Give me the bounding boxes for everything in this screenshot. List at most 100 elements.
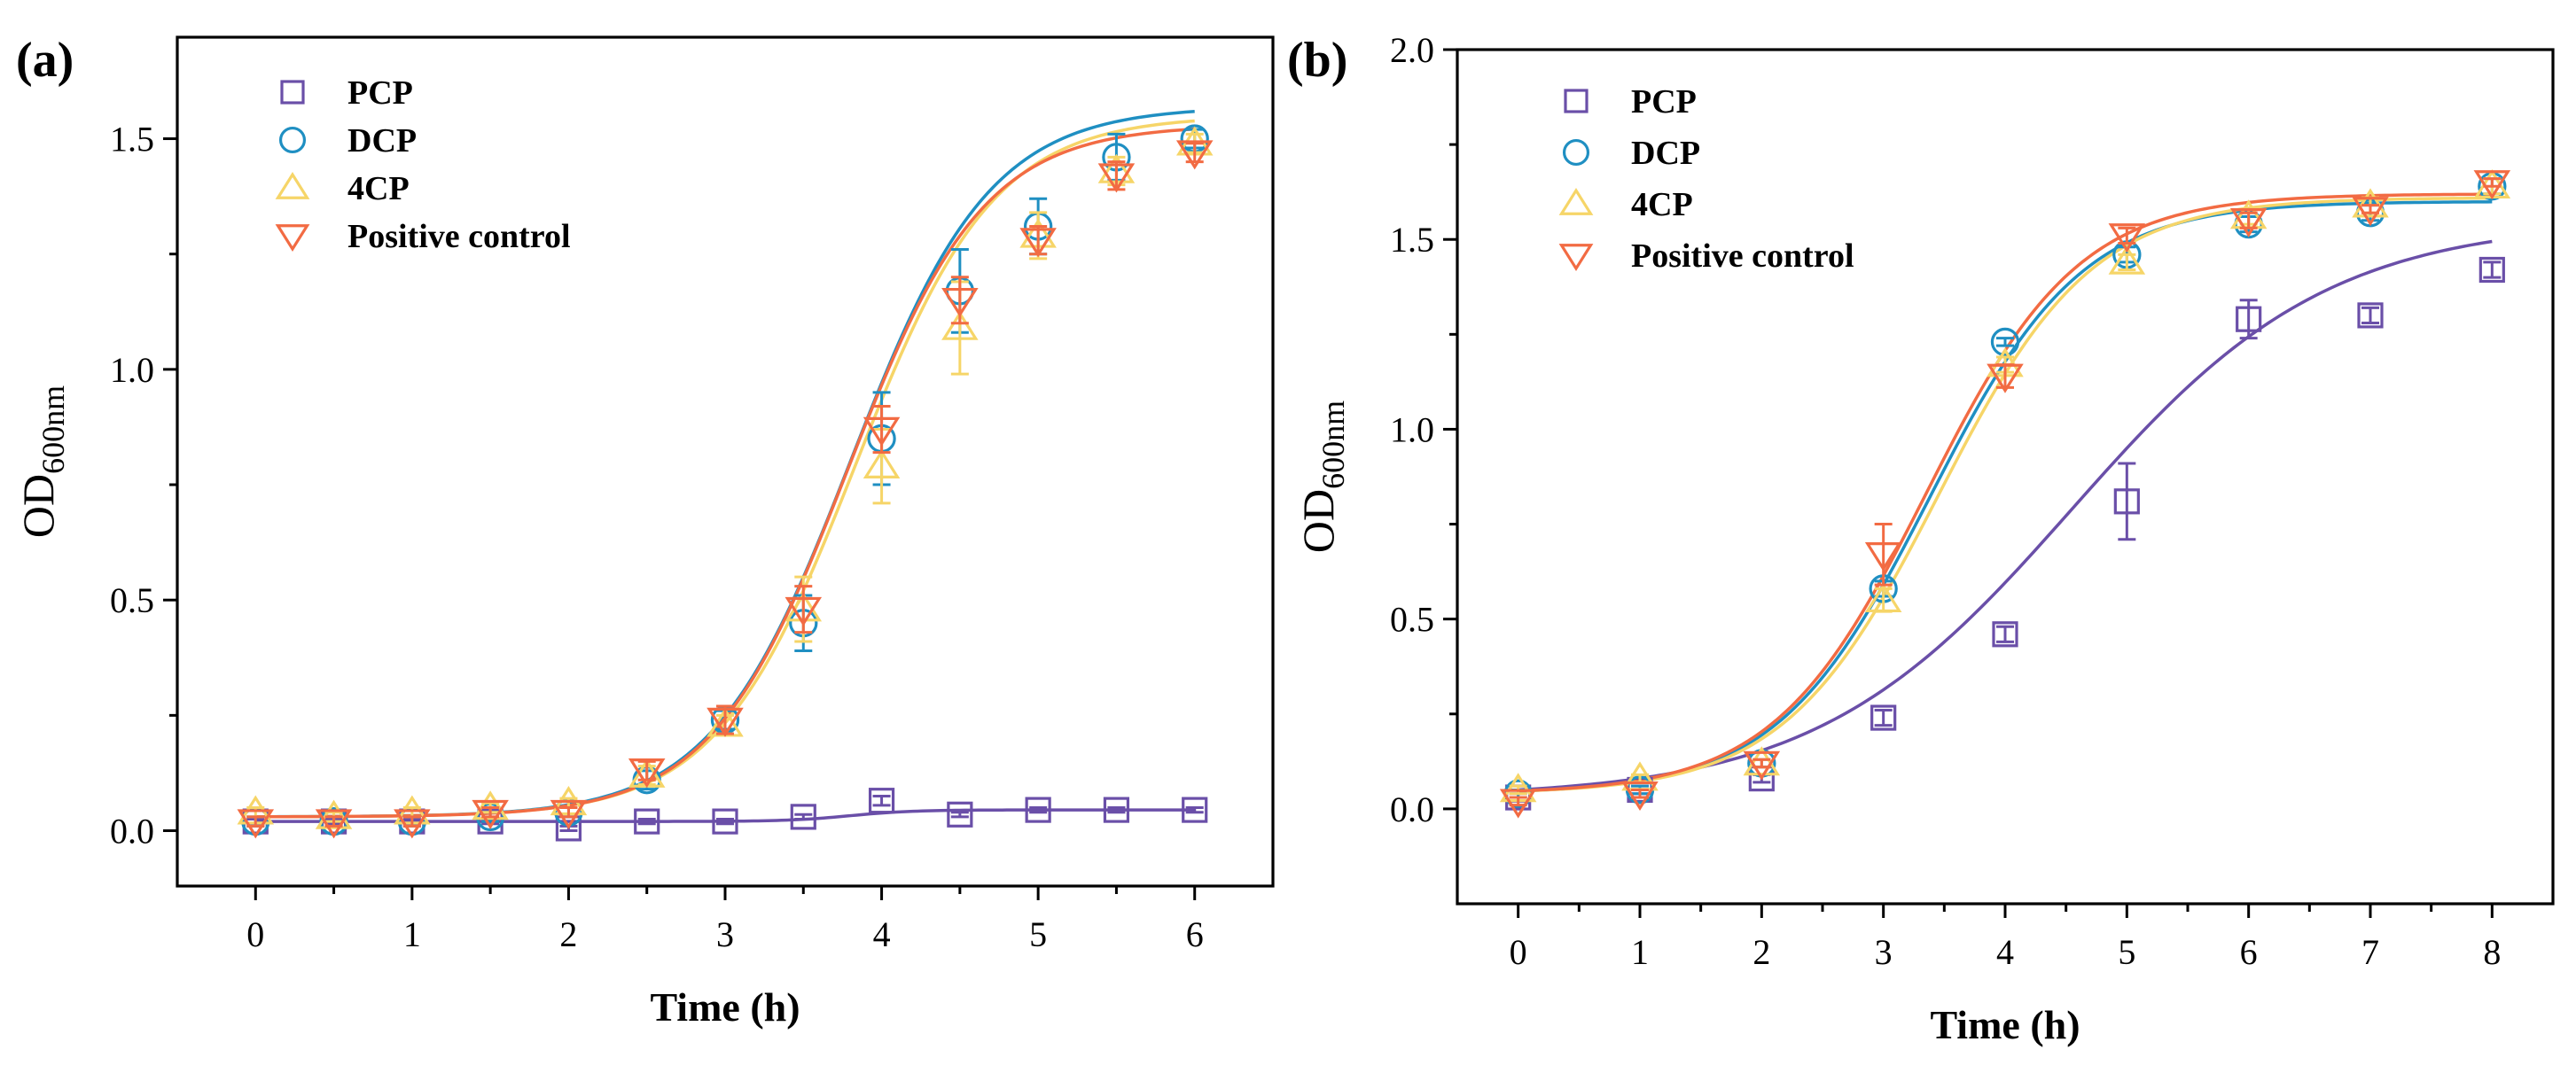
data-point-positive-control: [2229, 208, 2268, 238]
x-tick-label: 4: [1996, 932, 2014, 972]
legend-label-positive-control: Positive control: [1631, 237, 1854, 275]
panel-label: (b): [1287, 33, 1347, 88]
data-point-4cp: [941, 310, 979, 340]
data-point-positive-control: [1864, 542, 1902, 572]
y-axis-label-subscript: 600nm: [35, 385, 71, 474]
data-point-4cp: [1743, 746, 1781, 776]
data-point-positive-control: [706, 707, 744, 737]
fit-curve-positive-control: [1518, 192, 2493, 793]
fit-curve-pcp: [1518, 239, 2493, 792]
legend-label-4cp: 4CP: [1631, 186, 1693, 223]
x-tick-label: 0: [246, 914, 264, 954]
legend-label-positive-control: Positive control: [347, 218, 571, 255]
data-point-positive-control: [315, 809, 353, 839]
x-tick-label: 5: [2118, 932, 2135, 972]
series-positive-control: [237, 140, 1214, 839]
panel-label: (a): [16, 33, 74, 88]
x-tick-label: 0: [1510, 932, 1527, 972]
data-point-positive-control: [1019, 228, 1057, 258]
data-point-pcp: [868, 788, 895, 814]
data-point-positive-control: [394, 809, 431, 839]
x-axis-label: Time (h): [650, 984, 800, 1030]
y-tick-label: 0.5: [110, 580, 154, 620]
y-axis-label-main: OD: [1293, 489, 1343, 553]
legend-marker-dcp: [1562, 138, 1590, 167]
data-point-positive-control: [941, 287, 979, 318]
data-point-pcp: [947, 801, 973, 828]
data-point-pcp: [790, 804, 816, 830]
legend: PCP DCP 4CP Positive control: [1558, 83, 1854, 275]
data-point-positive-control: [1621, 781, 1659, 812]
legend-label-pcp: PCP: [347, 74, 413, 112]
data-point-positive-control: [1097, 163, 1136, 193]
data-point-positive-control: [628, 758, 666, 789]
data-point-4cp: [2352, 188, 2389, 218]
y-axis-label-main: OD: [13, 474, 63, 538]
data-point-positive-control: [2352, 197, 2389, 227]
data-point-positive-control: [1743, 750, 1781, 781]
legend-marker-4cp: [275, 171, 310, 199]
fit-curves: [1518, 192, 2493, 793]
x-tick-label: 4: [873, 914, 891, 954]
legend-marker-4cp: [1558, 187, 1594, 215]
data-point-pcp: [1103, 797, 1130, 823]
legend-marker-dcp: [278, 126, 307, 154]
fit-curve-dcp: [1518, 200, 2493, 793]
data-point-pcp: [1025, 797, 1051, 823]
legend-label-dcp: DCP: [1631, 135, 1700, 172]
data-point-4cp: [2108, 245, 2146, 275]
data-point-pcp: [2236, 306, 2262, 332]
y-tick-label: 1.0: [1390, 409, 1434, 449]
y-tick-label: 0.0: [1390, 789, 1434, 829]
x-tick-label: 3: [1875, 932, 1893, 972]
y-tick-label: 1.5: [110, 120, 154, 159]
legend-label-4cp: 4CP: [347, 170, 410, 207]
y-tick-label: 1.5: [1390, 220, 1434, 260]
data-point-dcp: [1990, 327, 2020, 357]
data-point-pcp: [2478, 256, 2505, 284]
y-tick-label: 0.0: [110, 812, 154, 851]
data-point-positive-control: [1175, 140, 1214, 170]
data-point-positive-control: [1499, 789, 1537, 819]
data-point-pcp: [2357, 302, 2384, 329]
data-point-pcp: [634, 808, 660, 835]
y-tick-label: 0.5: [1390, 600, 1434, 640]
x-tick-label: 3: [716, 914, 734, 954]
data-point-positive-control: [863, 416, 901, 447]
y-axis-label: OD600nm: [13, 385, 71, 538]
data-point-pcp: [2113, 488, 2140, 515]
data-point-pcp: [712, 808, 738, 835]
legend-marker-pcp: [1564, 89, 1589, 113]
data-point-positive-control: [472, 799, 509, 829]
x-tick-label: 6: [1186, 914, 1204, 954]
y-tick-label: 1.0: [110, 350, 154, 390]
legend-label-pcp: PCP: [1631, 83, 1697, 121]
chart-panel-a: 0 1 2 3 4 5 6 0.0 0.5 1.0 1.5 Time (h) OD600nm (a) PCP…: [13, 33, 1275, 1030]
x-tick-label: 6: [2240, 932, 2258, 972]
legend: PCP DCP 4CP Positive control: [275, 74, 571, 255]
y-axis-label: OD600nm: [1293, 400, 1351, 553]
chart-panel-b: 0 1 2 3 4 5 6 7 8 0.0 0.5 1.0 1.5 2.0 Time (h) OD600nm (…: [1287, 30, 2555, 1047]
x-tick-label: 1: [403, 914, 421, 954]
data-point-positive-control: [237, 809, 275, 839]
x-tick-label: 8: [2483, 932, 2501, 972]
data-point-pcp: [1870, 704, 1897, 731]
legend-marker-pcp: [280, 80, 305, 105]
x-tick-label: 7: [2361, 932, 2379, 972]
legend-marker-positive-control: [1558, 244, 1594, 272]
x-tick-label: 2: [1752, 932, 1770, 972]
x-tick-label: 1: [1631, 932, 1649, 972]
data-point-positive-control: [2108, 223, 2146, 253]
series-positive-control: [1499, 170, 2511, 819]
y-tick-label: 2.0: [1390, 30, 1434, 70]
data-point-pcp: [1182, 797, 1208, 823]
x-tick-label: 5: [1029, 914, 1047, 954]
data-point-positive-control: [1987, 363, 2024, 393]
legend-marker-positive-control: [275, 224, 310, 253]
x-axis-label: Time (h): [1930, 1002, 2080, 1047]
x-tick-label: 2: [559, 914, 577, 954]
data-point-positive-control: [550, 799, 588, 829]
y-axis-label-subscript: 600nm: [1315, 400, 1351, 489]
data-point-4cp: [1864, 582, 1902, 613]
